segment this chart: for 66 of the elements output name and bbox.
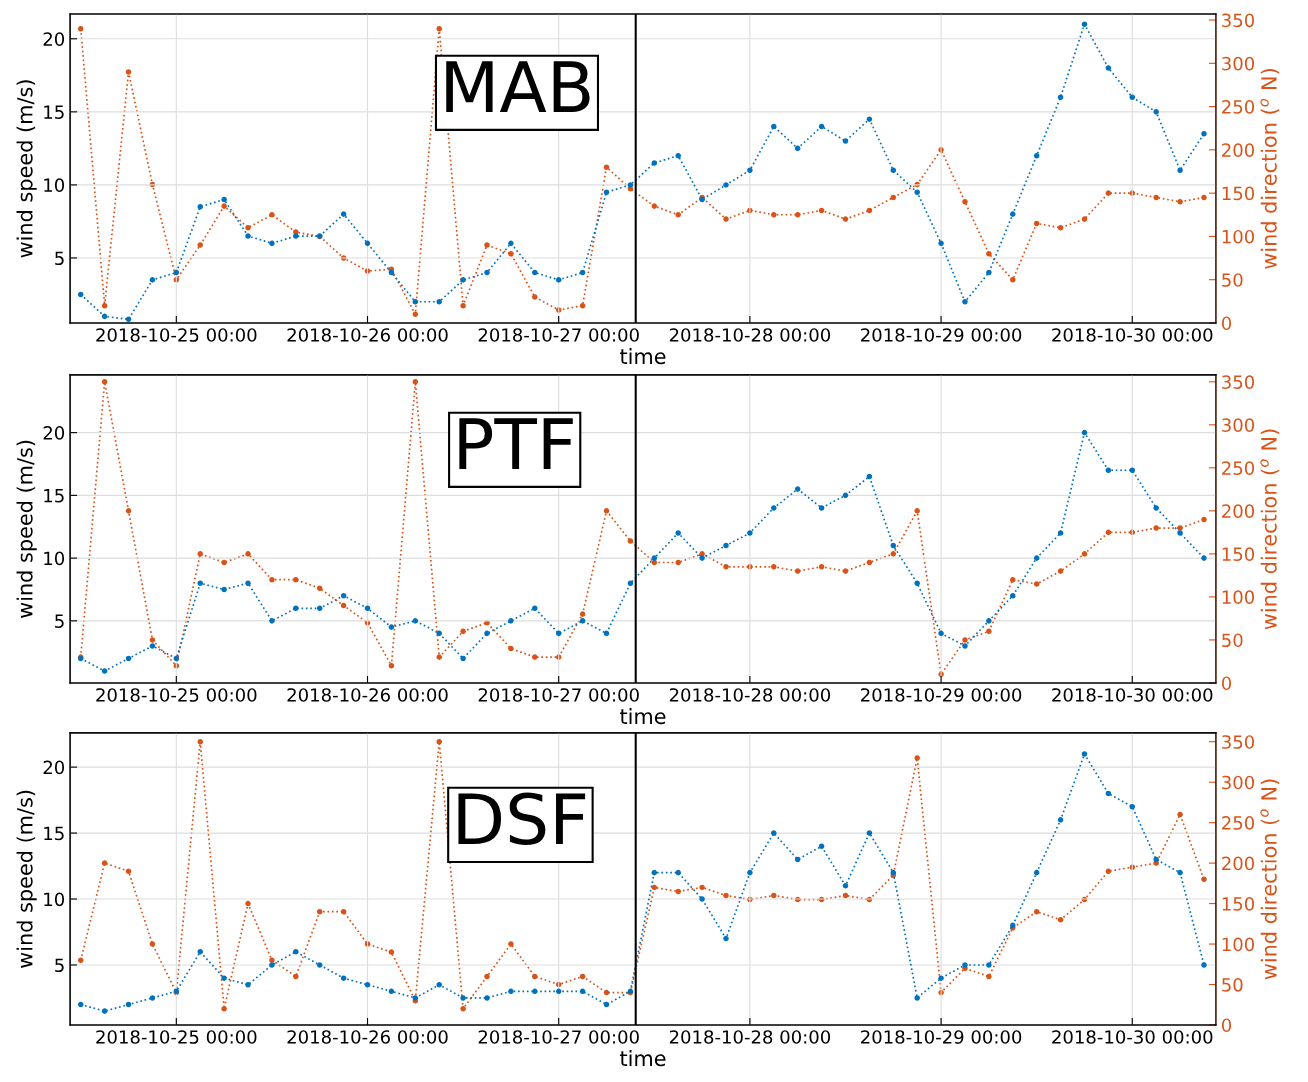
y-axis-title: wind speed (m/s) [16,440,37,618]
y2-tick-label: 250 [1222,100,1255,114]
annotation: DSF [458,792,586,846]
y2-axis-title: wind direction ($^{o}$ N) [1260,69,1280,269]
x-axis-title: time [620,348,666,365]
y2-axis-title: wind direction ($^{o}$ N) [1260,779,1280,980]
y2-tick-label: 250 [1222,816,1255,830]
x-tick-label: 2018-10-30 00:00 [1052,1030,1213,1044]
x-tick-label: 2018-10-25 00:00 [96,328,257,342]
x-tick-label: 2018-10-26 00:00 [287,1030,448,1044]
y2-tick-label: 350 [1222,375,1255,389]
x-tick-label: 2018-10-29 00:00 [861,1030,1022,1044]
y2-tick-label: 150 [1222,897,1255,911]
y-tick-label: 10 [44,892,65,907]
y-tick-label: 5 [55,251,64,266]
x-tick-label: 2018-10-29 00:00 [861,688,1022,702]
x-axis-title: time [620,708,666,725]
y2-tick-label: 0 [1221,316,1232,331]
y-tick-label: 10 [44,551,65,566]
x-axis-title: time [620,1050,666,1067]
y-tick-label: 10 [44,178,65,193]
y-tick-label: 20 [43,426,65,440]
x-tick-label: 2018-10-27 00:00 [478,1030,639,1044]
x-tick-label: 2018-10-29 00:00 [861,328,1022,342]
y-tick-label: 20 [43,32,65,46]
x-tick-label: 2018-10-27 00:00 [478,688,639,702]
y2-tick-label: 100 [1222,590,1255,605]
x-tick-label: 2018-10-28 00:00 [669,1030,831,1044]
y2-tick-label: 50 [1222,273,1243,287]
y2-tick-label: 150 [1222,547,1255,562]
y-tick-label: 20 [43,760,65,775]
y2-tick-label: 100 [1222,937,1255,952]
x-tick-label: 2018-10-28 00:00 [669,328,831,342]
x-tick-label: 2018-10-26 00:00 [287,688,448,702]
y2-tick-label: 150 [1222,186,1255,201]
y2-tick-label: 50 [1222,977,1243,992]
annotation: MAB [446,61,590,112]
y2-tick-label: 50 [1222,633,1243,648]
x-tick-label: 2018-10-25 00:00 [96,688,257,702]
y-tick-label: 15 [44,105,64,119]
y2-tick-label: 0 [1221,1018,1232,1033]
y2-tick-label: 300 [1222,775,1255,790]
y-axis-title: wind speed (m/s) [16,80,37,258]
y2-tick-label: 300 [1222,56,1255,71]
x-tick-label: 2018-10-30 00:00 [1052,328,1213,342]
y2-tick-label: 200 [1222,856,1255,871]
x-tick-label: 2018-10-27 00:00 [478,328,639,342]
x-tick-label: 2018-10-30 00:00 [1052,688,1213,702]
y2-tick-label: 200 [1222,143,1255,157]
x-tick-label: 2018-10-25 00:00 [96,1030,257,1044]
y2-tick-label: 350 [1222,13,1255,28]
y-tick-label: 5 [55,614,64,628]
y2-tick-label: 100 [1222,229,1255,244]
y2-tick-label: 300 [1222,418,1255,432]
x-tick-label: 2018-10-26 00:00 [287,328,448,342]
y2-tick-label: 200 [1222,504,1255,518]
y-tick-label: 5 [55,958,64,973]
y2-tick-label: 0 [1221,676,1232,691]
y2-tick-label: 250 [1222,461,1255,475]
x-tick-label: 2018-10-28 00:00 [669,688,831,702]
y-axis-title: wind speed (m/s) [16,790,37,968]
y-tick-label: 15 [44,826,64,841]
y-tick-label: 15 [44,489,64,503]
y2-axis-title: wind direction ($^{o}$ N) [1260,429,1280,630]
annotation: PTF [459,418,573,469]
y2-tick-label: 350 [1222,735,1255,749]
